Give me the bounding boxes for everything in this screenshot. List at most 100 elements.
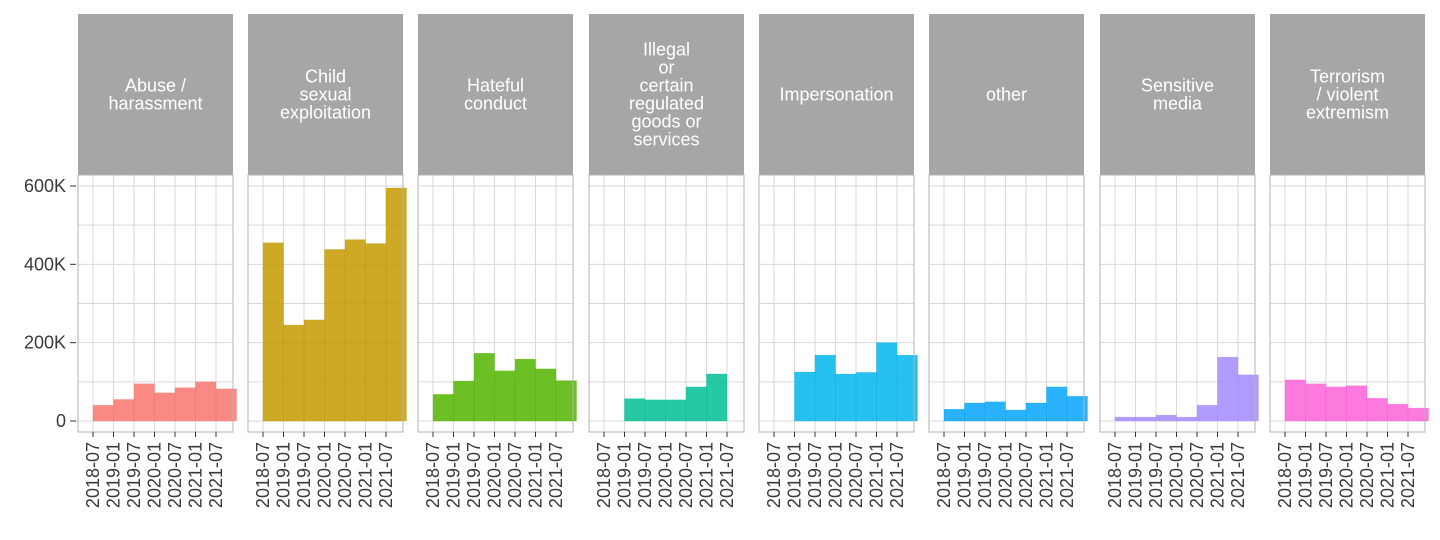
facet-title-line: Impersonation	[779, 85, 893, 105]
facet-title-line: goods or	[631, 112, 701, 132]
x-tick-label: 2019-07	[805, 442, 825, 508]
bar	[1387, 403, 1409, 422]
panel-border	[928, 174, 1085, 433]
bar	[154, 392, 176, 422]
bar	[344, 239, 366, 422]
x-tick-label: 2019-01	[1126, 442, 1146, 508]
facet-title-line: services	[633, 130, 699, 150]
bar	[685, 386, 707, 422]
bar	[1407, 407, 1429, 422]
panel-border	[77, 174, 234, 433]
bar	[473, 352, 495, 422]
x-tick-label: 2021-07	[1057, 442, 1077, 508]
x-tick-label: 2018-07	[83, 442, 103, 508]
x-tick-label: 2018-07	[594, 442, 614, 508]
x-tick-label: 2020-01	[1167, 442, 1187, 508]
bar	[535, 368, 557, 422]
x-tick-label: 2020-01	[315, 442, 335, 508]
x-tick-label: 2020-07	[165, 442, 185, 508]
facet-strip	[759, 14, 914, 175]
bar	[215, 388, 237, 422]
facet-title: Hateful conduct	[464, 76, 527, 114]
panel-border	[758, 174, 915, 433]
bar	[514, 358, 536, 422]
panel-border	[588, 174, 745, 433]
panel-border	[247, 174, 404, 433]
x-tick-label: 2019-01	[274, 442, 294, 508]
facet-title-line: Child	[305, 67, 346, 87]
x-tick-label: 2021-07	[206, 442, 226, 508]
x-tick-label: 2019-01	[955, 442, 975, 508]
x-tick-label: 2018-07	[764, 442, 784, 508]
facet-title-line: Terrorism	[1310, 67, 1385, 87]
panel-border	[417, 174, 574, 433]
facet-title-line: media	[1153, 94, 1203, 114]
x-tick-label: 2021-01	[867, 442, 887, 508]
bar	[984, 401, 1006, 422]
bar	[385, 187, 407, 422]
bar	[133, 383, 155, 422]
facet-title-line: sexual	[299, 85, 351, 105]
bar	[876, 342, 898, 422]
bar	[814, 354, 836, 422]
x-tick-label: 2021-07	[546, 442, 566, 508]
x-tick-label: 2021-07	[376, 442, 396, 508]
x-tick-label: 2019-01	[104, 442, 124, 508]
x-tick-label: 2021-01	[186, 442, 206, 508]
x-tick-label: 2020-01	[826, 442, 846, 508]
facet-title-line: Sensitive	[1141, 76, 1214, 96]
x-tick-label: 2021-01	[356, 442, 376, 508]
facet-title: Terrorism / violent extremism	[1306, 67, 1389, 123]
bar	[174, 387, 196, 422]
bar	[195, 381, 217, 422]
facet-title-line: / violent	[1316, 85, 1378, 105]
bar	[365, 243, 387, 422]
facet-title-line: other	[986, 85, 1027, 105]
bar	[1237, 374, 1259, 422]
bar	[453, 380, 475, 422]
x-tick-label: 2021-07	[887, 442, 907, 508]
x-tick-label: 2021-07	[1228, 442, 1248, 508]
facet-strip	[1100, 14, 1255, 175]
x-tick-label: 2020-07	[505, 442, 525, 508]
facet-strip	[248, 14, 403, 175]
bar	[432, 394, 454, 422]
bar	[1305, 383, 1327, 422]
facet-panel: Child sexual exploitation 2018-07 2019-01 201…	[247, 14, 407, 508]
bar	[1155, 414, 1177, 422]
bar	[324, 249, 346, 422]
bar	[1005, 409, 1027, 422]
x-tick-label: 2019-07	[975, 442, 995, 508]
bar	[855, 372, 877, 422]
bar	[283, 324, 305, 422]
x-tick-label: 2019-01	[615, 442, 635, 508]
facet-panel: other 2018-07 2019-01 2019-07 2020-01 2020-07…	[928, 14, 1088, 508]
bar	[896, 354, 918, 422]
y-tick-label: 200K	[24, 333, 66, 353]
facet-title: Abuse / harassment	[108, 76, 202, 114]
bar	[1114, 416, 1136, 422]
bar	[1325, 386, 1347, 422]
x-tick-label: 2021-07	[1398, 442, 1418, 508]
x-tick-label: 2020-07	[676, 442, 696, 508]
x-tick-label: 2019-07	[294, 442, 314, 508]
bar	[262, 242, 284, 422]
facet-title: other	[986, 85, 1027, 105]
x-tick-label: 2020-01	[656, 442, 676, 508]
bar	[1217, 356, 1239, 422]
bar	[943, 408, 965, 422]
facet-title: Illegal or certain regulated goods or service…	[629, 40, 704, 150]
facet-strip	[589, 14, 744, 175]
facet-strip	[929, 14, 1084, 175]
x-tick-label: 2021-01	[1208, 442, 1228, 508]
bar	[1196, 405, 1218, 422]
bar	[1346, 385, 1368, 422]
bar	[1046, 386, 1068, 422]
x-tick-label: 2021-01	[1378, 442, 1398, 508]
bar	[665, 399, 687, 422]
panel-border	[1099, 174, 1256, 433]
x-tick-label: 2019-07	[1316, 442, 1336, 508]
y-tick-label: 400K	[24, 254, 66, 274]
bar	[706, 373, 728, 422]
